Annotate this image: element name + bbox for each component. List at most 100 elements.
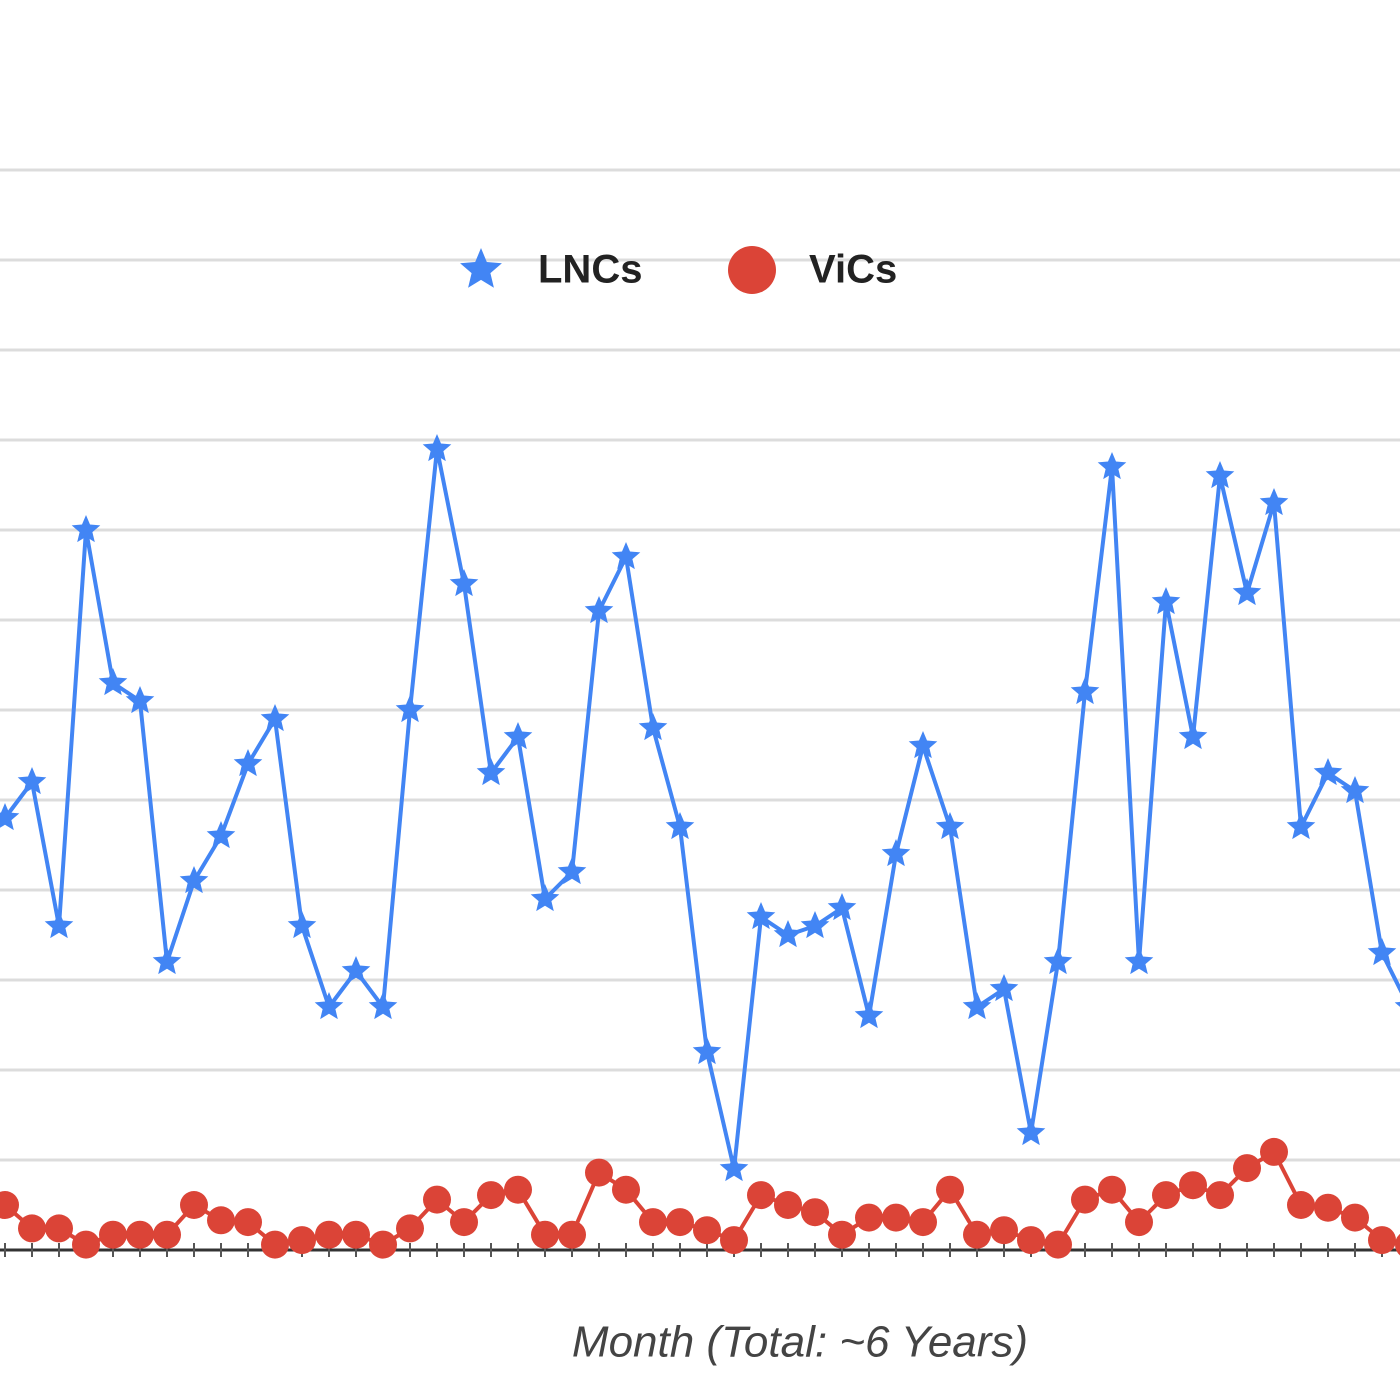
- point: [72, 1230, 100, 1259]
- point: [1232, 578, 1262, 606]
- point: [881, 839, 911, 867]
- point: [504, 1175, 532, 1204]
- legend-marker: [460, 248, 502, 288]
- point: [1043, 947, 1073, 975]
- point: [1178, 722, 1208, 750]
- point: [720, 1226, 748, 1255]
- point: [530, 884, 560, 912]
- point: [369, 1230, 397, 1259]
- point: [909, 1208, 937, 1237]
- point: [936, 1175, 964, 1204]
- point: [1368, 1226, 1396, 1255]
- point: [882, 1203, 910, 1232]
- point: [611, 542, 641, 570]
- point: [422, 434, 452, 462]
- point: [692, 1037, 722, 1065]
- point: [315, 1220, 343, 1249]
- point: [395, 695, 425, 723]
- point: [450, 1208, 478, 1237]
- point: [260, 704, 290, 732]
- point: [152, 947, 182, 975]
- point: [746, 902, 776, 930]
- point: [774, 1191, 802, 1219]
- point: [126, 1220, 154, 1249]
- point: [261, 1230, 289, 1259]
- point: [288, 1226, 316, 1255]
- point: [557, 857, 587, 885]
- point: [1394, 1001, 1400, 1007]
- point: [855, 1203, 883, 1232]
- point: [558, 1220, 586, 1249]
- point: [612, 1175, 640, 1204]
- point: [1260, 1137, 1288, 1166]
- point: [719, 1154, 749, 1182]
- point: [1044, 1230, 1072, 1259]
- point: [1367, 938, 1397, 966]
- point: [477, 1181, 505, 1210]
- point: [638, 713, 668, 741]
- series: [0, 434, 1400, 1182]
- point: [1206, 1181, 1234, 1210]
- point: [0, 803, 20, 831]
- point: [531, 1220, 559, 1249]
- point: [233, 749, 263, 777]
- point: [827, 893, 857, 921]
- point: [584, 596, 614, 624]
- point: [314, 992, 344, 1020]
- point: [585, 1158, 613, 1187]
- point: [990, 1216, 1018, 1245]
- legend-marker: [728, 246, 776, 294]
- point: [153, 1220, 181, 1249]
- legend: LNCs ViCs: [460, 246, 897, 294]
- point: [1016, 1118, 1046, 1146]
- point: [666, 1208, 694, 1237]
- point: [287, 911, 317, 939]
- point: [207, 1206, 235, 1235]
- legend-label: ViCs: [809, 248, 897, 292]
- point: [1071, 1185, 1099, 1214]
- point: [1070, 677, 1100, 705]
- point: [234, 1208, 262, 1237]
- point: [125, 686, 155, 714]
- point: [800, 911, 830, 939]
- point: [342, 1220, 370, 1249]
- point: [1314, 1193, 1342, 1222]
- point: [962, 992, 992, 1020]
- point: [1125, 1208, 1153, 1237]
- point: [1340, 776, 1370, 804]
- point: [828, 1220, 856, 1249]
- point: [989, 974, 1019, 1002]
- point: [1151, 587, 1181, 615]
- point: [71, 515, 101, 543]
- point: [1124, 947, 1154, 975]
- point: [180, 1191, 208, 1219]
- point: [1313, 758, 1343, 786]
- point: [854, 1001, 884, 1029]
- point: [45, 1214, 73, 1243]
- point: [908, 731, 938, 759]
- point: [1259, 488, 1289, 516]
- point: [206, 821, 236, 849]
- point: [801, 1198, 829, 1227]
- point: [396, 1214, 424, 1243]
- point: [963, 1220, 991, 1249]
- point: [0, 1191, 19, 1219]
- point: [1017, 1226, 1045, 1255]
- point: [1233, 1154, 1261, 1183]
- legend-label: LNCs: [538, 248, 642, 292]
- point: [1341, 1203, 1369, 1232]
- point: [773, 920, 803, 948]
- point: [449, 569, 479, 597]
- point: [476, 758, 506, 786]
- point: [423, 1185, 451, 1214]
- point: [1395, 1233, 1400, 1256]
- point: [44, 911, 74, 939]
- point: [341, 956, 371, 984]
- point: [665, 812, 695, 840]
- point: [693, 1216, 721, 1245]
- point: [935, 812, 965, 840]
- point: [1205, 461, 1235, 489]
- point: [1098, 1175, 1126, 1204]
